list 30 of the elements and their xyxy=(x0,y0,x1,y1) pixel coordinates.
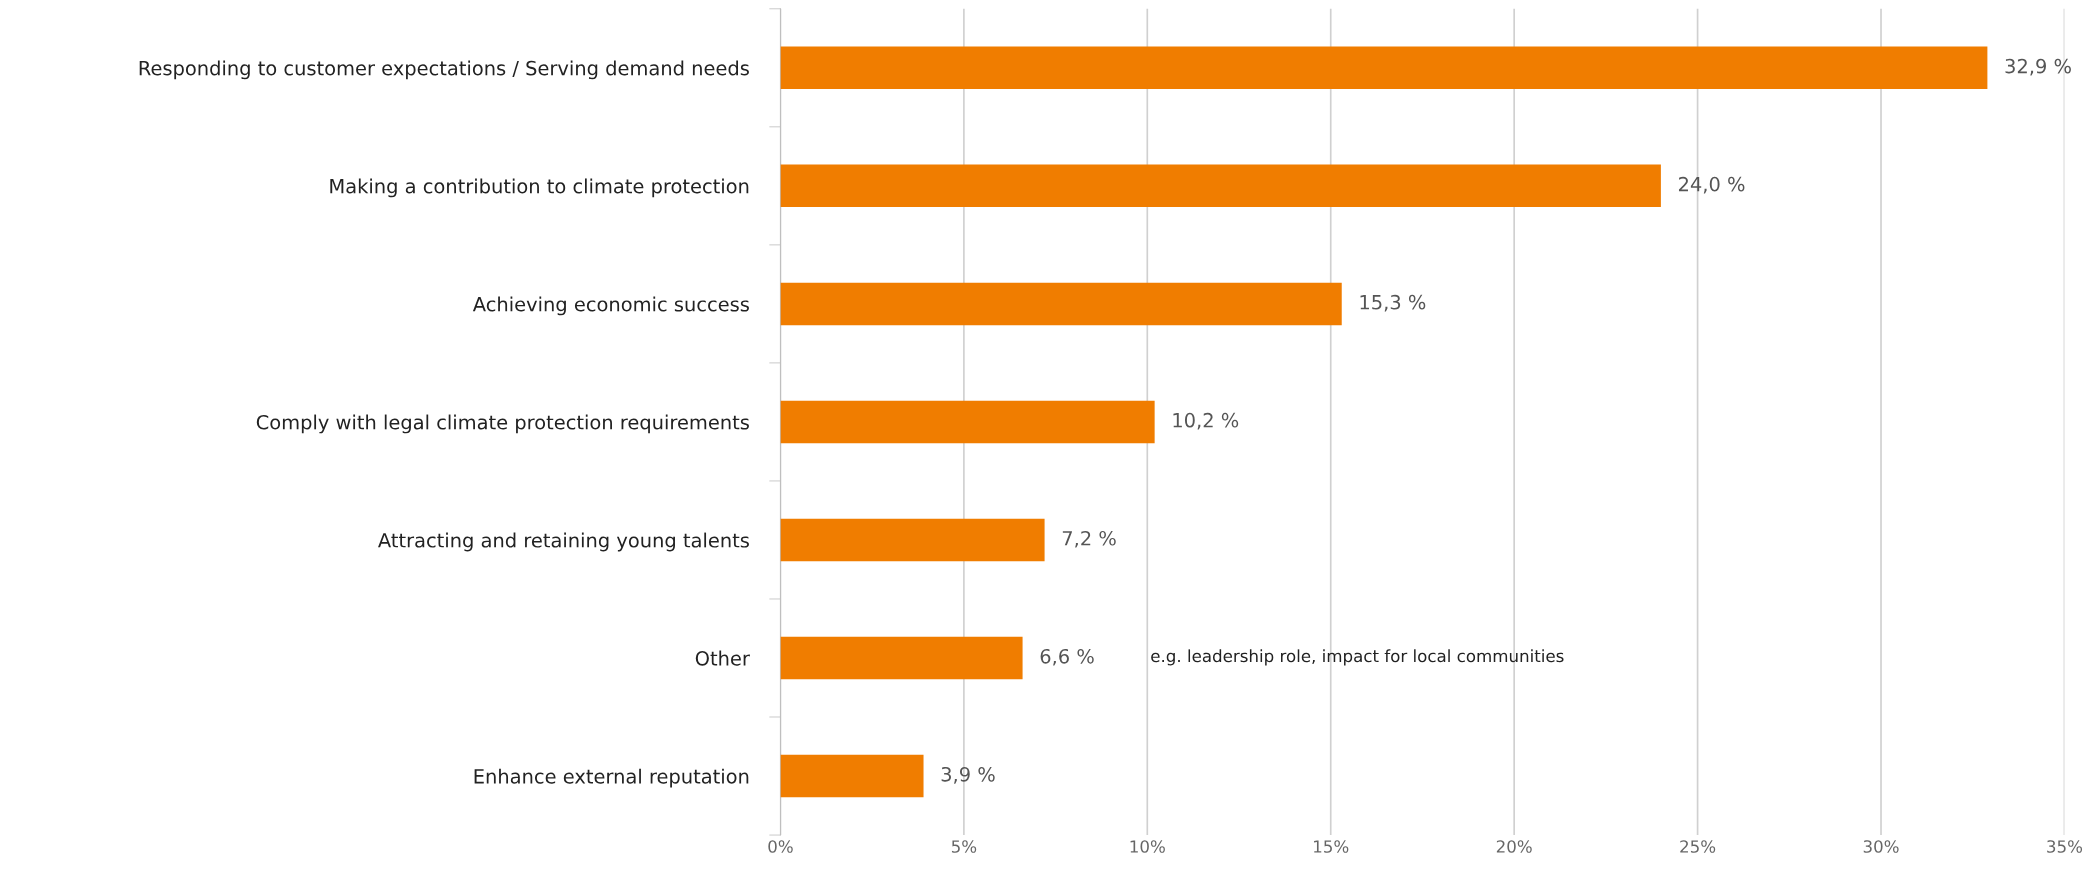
x-tick-label: 20% xyxy=(1496,840,1532,853)
y-tick-label: Comply with legal climate protection requirements xyxy=(256,414,749,434)
data-label: 32,9 % xyxy=(2005,58,2071,76)
bar xyxy=(780,164,1661,208)
x-tick-label: 10% xyxy=(1130,840,1165,853)
x-tick-label: 30% xyxy=(1863,840,1899,853)
data-label: 24,0 % xyxy=(1678,176,1745,194)
x-tick-label: 15% xyxy=(1314,840,1349,853)
x-tick-label: 25% xyxy=(1680,840,1716,853)
bar xyxy=(780,518,1045,562)
data-label: 6,6 % xyxy=(1040,648,1094,666)
y-tick-label: Achieving economic success xyxy=(472,296,749,316)
data-label: 15,3 % xyxy=(1360,294,1426,312)
y-tick-label: Making a contribution to climate protection xyxy=(330,178,749,198)
x-tick-label: 5% xyxy=(951,840,977,853)
data-label: 10,2 % xyxy=(1173,412,1239,430)
y-tick-label: Enhance external reputation xyxy=(474,768,749,788)
x-tick-label: 0% xyxy=(768,840,793,853)
data-label: 7,2 % xyxy=(1062,530,1116,548)
bar xyxy=(780,282,1342,326)
bar xyxy=(780,46,1988,90)
bar xyxy=(780,400,1155,444)
y-tick-label: Responding to customer expectations / Serving demand needs xyxy=(139,60,749,80)
bar xyxy=(780,754,924,798)
annotation: e.g. leadership role, impact for local communities xyxy=(1151,649,1564,666)
y-tick-label: Attracting and retaining young talents xyxy=(378,532,749,552)
y-tick-label: Other xyxy=(695,650,750,666)
bar xyxy=(780,636,1023,680)
data-label: 3,9 % xyxy=(941,766,995,784)
x-tick-label: 35% xyxy=(2047,840,2083,853)
